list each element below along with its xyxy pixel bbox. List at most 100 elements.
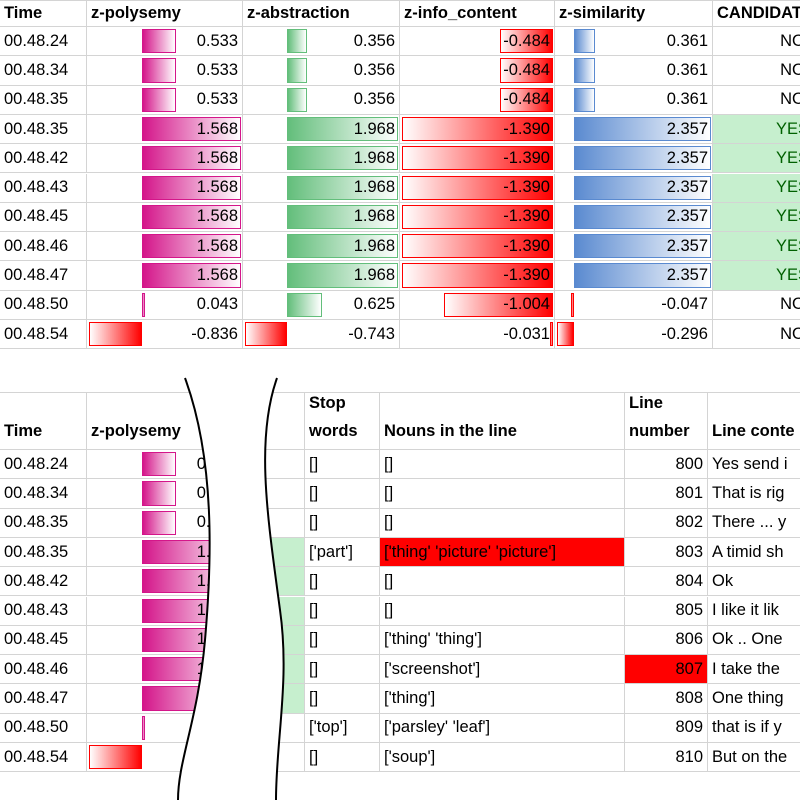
data-bar (141, 146, 241, 171)
cell: [] (380, 567, 625, 597)
cell: 0.533 (87, 450, 243, 480)
cell: 00.48.35 (0, 537, 87, 568)
cell: [] (305, 625, 380, 656)
data-bar (286, 292, 323, 317)
cell: NO (713, 86, 800, 115)
cell: -0.743 (243, 320, 400, 350)
cell: ['screenshot'] (380, 655, 625, 685)
cell: -1.390 (400, 232, 555, 262)
cell: [] (305, 684, 380, 714)
cell: [] (380, 450, 625, 480)
cell: 1.568 (87, 173, 243, 203)
data-bar (574, 146, 711, 171)
cell: 1.568 (87, 537, 243, 568)
cell: -1.390 (400, 202, 555, 233)
cell: -1.390 (400, 144, 555, 174)
data-bar (141, 263, 241, 288)
header-cell: z-similarity (555, 0, 713, 27)
cell: ['part'] (305, 537, 380, 568)
cell: ['soup'] (380, 743, 625, 773)
cell: 1.568 (87, 144, 243, 174)
header-cell: Time (0, 0, 87, 27)
cell: -0.296 (555, 320, 713, 350)
data-bar (286, 204, 398, 230)
data-bar (574, 204, 711, 230)
header-cell: CANDIDATE (713, 0, 800, 27)
cell: NO (713, 291, 800, 320)
header-cell: Time (0, 392, 87, 450)
cell: YES (713, 232, 800, 262)
cell: I take the (708, 655, 800, 685)
cell: ['parsley' 'leaf'] (380, 713, 625, 743)
cell: 1.968 (243, 114, 400, 145)
cell: [] (305, 596, 380, 626)
cell: [] (305, 743, 380, 773)
header-cell: Nouns in the line (380, 392, 625, 450)
cell: ['thing' 'picture' 'picture'] (380, 537, 625, 568)
header-cell: z-polysemy (87, 392, 243, 450)
cell: 00.48.45 (0, 625, 87, 656)
cell: But on the (708, 743, 800, 773)
data-bar (141, 234, 241, 259)
data-bar (402, 234, 553, 259)
data-bar (443, 292, 553, 317)
cell: 00.48.46 (0, 655, 87, 685)
cell: 1.568 (87, 261, 243, 291)
data-bar (89, 322, 142, 347)
cell: NO (713, 27, 800, 57)
cell: -1.004 (400, 290, 555, 320)
cell: NO (713, 56, 800, 86)
cell: 1.568 (87, 684, 243, 714)
data-bar (500, 87, 553, 112)
cell: 00.48.47 (0, 261, 87, 291)
data-bar (402, 146, 553, 171)
cell: 1.568 (87, 232, 243, 262)
cell: 2.357 (555, 261, 713, 291)
cell: 00.48.50 (0, 290, 87, 320)
cell: ['thing' 'thing'] (380, 625, 625, 656)
data-bar (402, 263, 553, 288)
cell: There ... y (708, 509, 800, 538)
cell: 2.357 (555, 114, 713, 145)
data-bar (89, 745, 142, 770)
cell: 800 (625, 450, 708, 480)
cell: 1.568 (87, 202, 243, 233)
cell: One thing (708, 684, 800, 714)
data-bar (141, 204, 241, 230)
cell: [] (380, 508, 625, 538)
cell: 805 (625, 596, 708, 626)
header-cell: Stop words (305, 392, 380, 450)
data-bar (574, 263, 711, 288)
cell: -0.047 (555, 290, 713, 320)
data-bar (141, 452, 176, 477)
cell: 809 (625, 713, 708, 743)
cell: 1.968 (243, 261, 400, 291)
cell: 00.48.54 (0, 743, 87, 773)
cell: 802 (625, 508, 708, 538)
data-bar (286, 87, 307, 112)
cell (243, 479, 305, 509)
cell: 0.533 (87, 56, 243, 86)
cell (243, 537, 305, 568)
cell: 00.48.35 (0, 85, 87, 115)
cell: YES (713, 114, 800, 145)
cell: 00.48.35 (0, 508, 87, 538)
cell: YES (713, 261, 800, 291)
data-bar (286, 116, 398, 142)
cell: 1.568 (87, 596, 243, 626)
cell: 807 (625, 655, 708, 685)
cell: that is if y (708, 714, 800, 743)
cell: [] (380, 479, 625, 509)
cell: 0.356 (243, 27, 400, 57)
data-bar (574, 175, 711, 200)
data-bar (141, 58, 176, 83)
data-bar (574, 58, 596, 83)
cell: -0.836 (87, 743, 243, 773)
cell: 00.48.34 (0, 56, 87, 86)
cell: [] (305, 567, 380, 597)
cell: 00.48.34 (0, 479, 87, 509)
data-bar (402, 175, 553, 200)
cell: ['top'] (305, 713, 380, 743)
header-cell: z-info_content (400, 0, 555, 27)
cell: 00.48.43 (0, 596, 87, 626)
